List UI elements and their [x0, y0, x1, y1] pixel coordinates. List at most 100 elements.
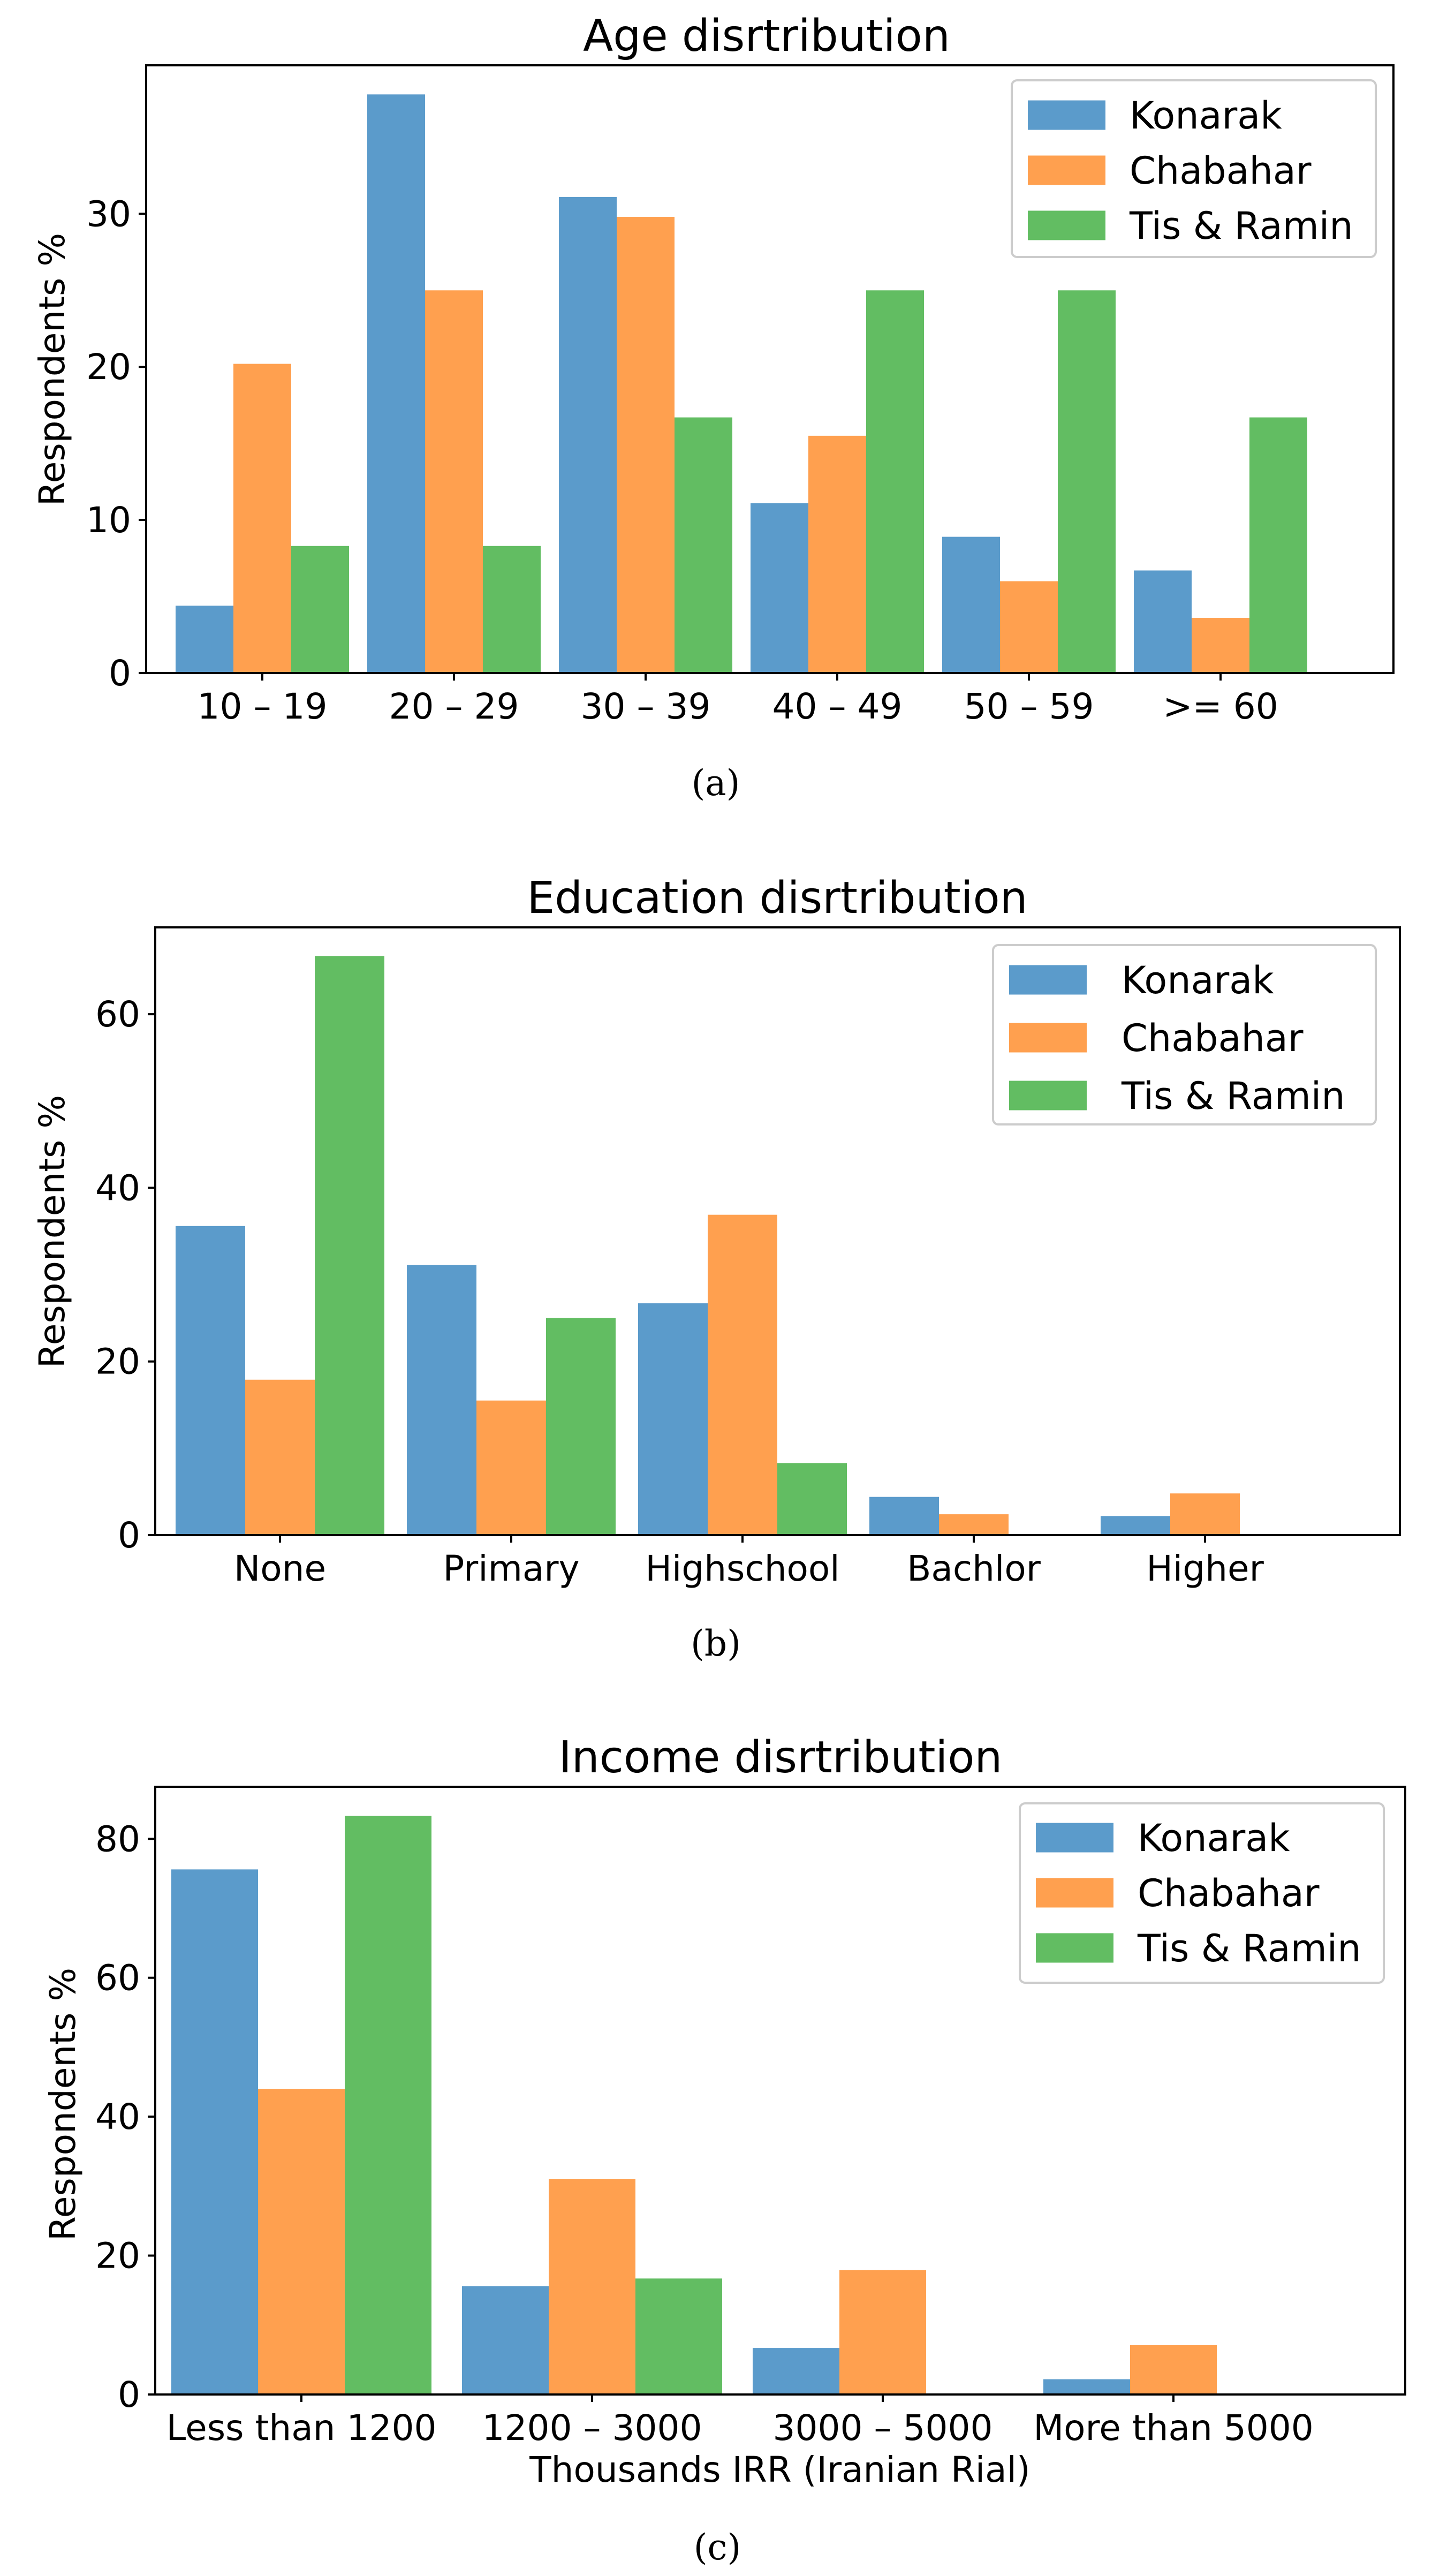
plot-frame — [154, 926, 1401, 1536]
bar-chabahar-0 — [233, 364, 291, 673]
x-tick-label: More than 5000 — [1033, 2407, 1314, 2449]
legend-box — [992, 944, 1377, 1125]
x-tick-label: Higher — [1146, 1548, 1264, 1589]
legend-swatch — [1036, 1823, 1113, 1853]
bar-konarak-0 — [176, 606, 233, 673]
x-tick-label: >= 60 — [1163, 686, 1278, 727]
x-ticks: None Primary Highschool Bachlor Higher — [234, 1535, 1264, 1589]
y-tick-label: 60 — [95, 994, 140, 1035]
bar-konarak-3 — [1043, 2379, 1130, 2394]
bar-chabahar-5 — [1192, 618, 1249, 673]
x-tick-label: 40 – 49 — [772, 686, 903, 727]
chart-title: Education disrtribution — [527, 873, 1027, 924]
legend-swatch — [1009, 1023, 1087, 1053]
y-ticks: 0 20 40 60 — [95, 994, 155, 1556]
legend-label: Konarak — [1122, 958, 1274, 1002]
bars-group — [171, 1816, 1217, 2394]
y-tick-label: 60 — [95, 1958, 140, 1999]
bar-tis-ramin-1 — [483, 546, 541, 673]
bar-konarak-4 — [1101, 1516, 1170, 1535]
bar-konarak-0 — [176, 1226, 245, 1535]
y-ticks: 0 10 20 30 — [86, 193, 146, 694]
figure-caption: (b) — [691, 1623, 741, 1664]
bar-tis-ramin-1 — [635, 2278, 722, 2394]
x-tick-label: 10 – 19 — [198, 686, 328, 727]
y-tick-label: 0 — [109, 653, 131, 694]
legend-label: Chabahar — [1122, 1016, 1304, 1060]
legend-label: Tis & Ramin — [1121, 1074, 1345, 1118]
bar-chabahar-4 — [1000, 581, 1058, 673]
y-tick-label: 10 — [86, 500, 131, 541]
x-tick-label: 1200 – 3000 — [482, 2407, 702, 2449]
bar-tis-ramin-0 — [315, 956, 384, 1535]
bar-chabahar-3 — [939, 1514, 1009, 1535]
bar-konarak-0 — [171, 1869, 258, 2394]
bar-chabahar-0 — [258, 2089, 345, 2394]
y-tick-label: 20 — [95, 2235, 140, 2277]
legend-swatch — [1036, 1933, 1113, 1963]
bars-group — [176, 94, 1307, 673]
bar-chabahar-3 — [808, 435, 866, 673]
legend: Konarak Chabahar Tis & Ramin — [1011, 79, 1377, 258]
bar-tis-ramin-4 — [1058, 290, 1116, 673]
y-ticks: 0 20 40 60 80 — [95, 1818, 155, 2415]
x-axis-label: Thousands IRR (Iranian Rial) — [529, 2449, 1030, 2490]
legend-label: Tis & Ramin — [1137, 1927, 1361, 1970]
figure-caption: (c) — [694, 2527, 741, 2568]
bar-konarak-2 — [753, 2348, 839, 2394]
legend-swatch — [1028, 155, 1105, 185]
bar-konarak-5 — [1134, 570, 1192, 673]
bars-group — [176, 956, 1240, 1535]
plot-frame — [145, 64, 1395, 674]
bar-konarak-1 — [407, 1265, 476, 1535]
bar-tis-ramin-1 — [546, 1318, 616, 1535]
y-axis-label: Respondents % — [32, 233, 73, 506]
y-tick-label: 0 — [118, 2374, 140, 2415]
legend-label: Chabahar — [1138, 1871, 1320, 1915]
x-ticks: Less than 1200 1200 – 3000 3000 – 5000 More… — [166, 2394, 1314, 2449]
legend-swatch — [1028, 210, 1105, 240]
age-chart-panel: Age disrtribution Respondents % 0 10 20 30 … — [32, 11, 1395, 804]
chart-title: Age disrtribution — [583, 11, 950, 62]
bar-tis-ramin-0 — [345, 1816, 431, 2394]
legend-swatch — [1009, 965, 1087, 995]
y-tick-label: 40 — [95, 2096, 140, 2137]
bar-konarak-4 — [942, 537, 1000, 673]
income-chart-panel: Income disrtribution Respondents % 0 20 40… — [42, 1732, 1406, 2568]
chart-title: Income disrtribution — [559, 1732, 1003, 1783]
bar-chabahar-2 — [839, 2270, 926, 2394]
bar-konarak-1 — [462, 2286, 549, 2394]
bar-chabahar-2 — [617, 217, 675, 673]
legend-swatch — [1036, 1878, 1113, 1908]
x-tick-label: 20 – 29 — [389, 686, 519, 727]
bar-tis-ramin-0 — [291, 546, 349, 673]
plot-frame — [154, 1786, 1406, 2396]
bar-konarak-3 — [751, 503, 808, 673]
bar-konarak-1 — [367, 94, 425, 673]
x-tick-label: None — [234, 1548, 326, 1589]
bar-chabahar-1 — [476, 1400, 546, 1535]
x-tick-label: 30 – 39 — [581, 686, 711, 727]
x-tick-label: 3000 – 5000 — [773, 2407, 993, 2449]
legend-label: Tis & Ramin — [1129, 204, 1353, 248]
x-tick-label: Primary — [443, 1548, 579, 1589]
x-tick-label: 50 – 59 — [964, 686, 1094, 727]
bar-konarak-2 — [559, 197, 617, 673]
legend-swatch — [1009, 1081, 1087, 1111]
bar-konarak-2 — [638, 1303, 708, 1535]
bar-konarak-3 — [869, 1497, 939, 1535]
legend-label: Konarak — [1130, 94, 1282, 138]
legend: Konarak Chabahar Tis & Ramin — [1019, 1802, 1385, 1984]
legend-swatch — [1028, 100, 1105, 130]
x-tick-label: Bachlor — [907, 1548, 1041, 1589]
figure-caption: (a) — [692, 762, 740, 804]
y-tick-label: 40 — [95, 1167, 140, 1208]
x-tick-label: Highschool — [645, 1548, 839, 1589]
bar-tis-ramin-5 — [1249, 417, 1307, 673]
bar-tis-ramin-3 — [866, 290, 924, 673]
bar-chabahar-4 — [1170, 1493, 1240, 1535]
bar-chabahar-1 — [425, 290, 483, 673]
y-axis-label: Respondents % — [32, 1095, 73, 1368]
legend-label: Konarak — [1138, 1816, 1290, 1860]
